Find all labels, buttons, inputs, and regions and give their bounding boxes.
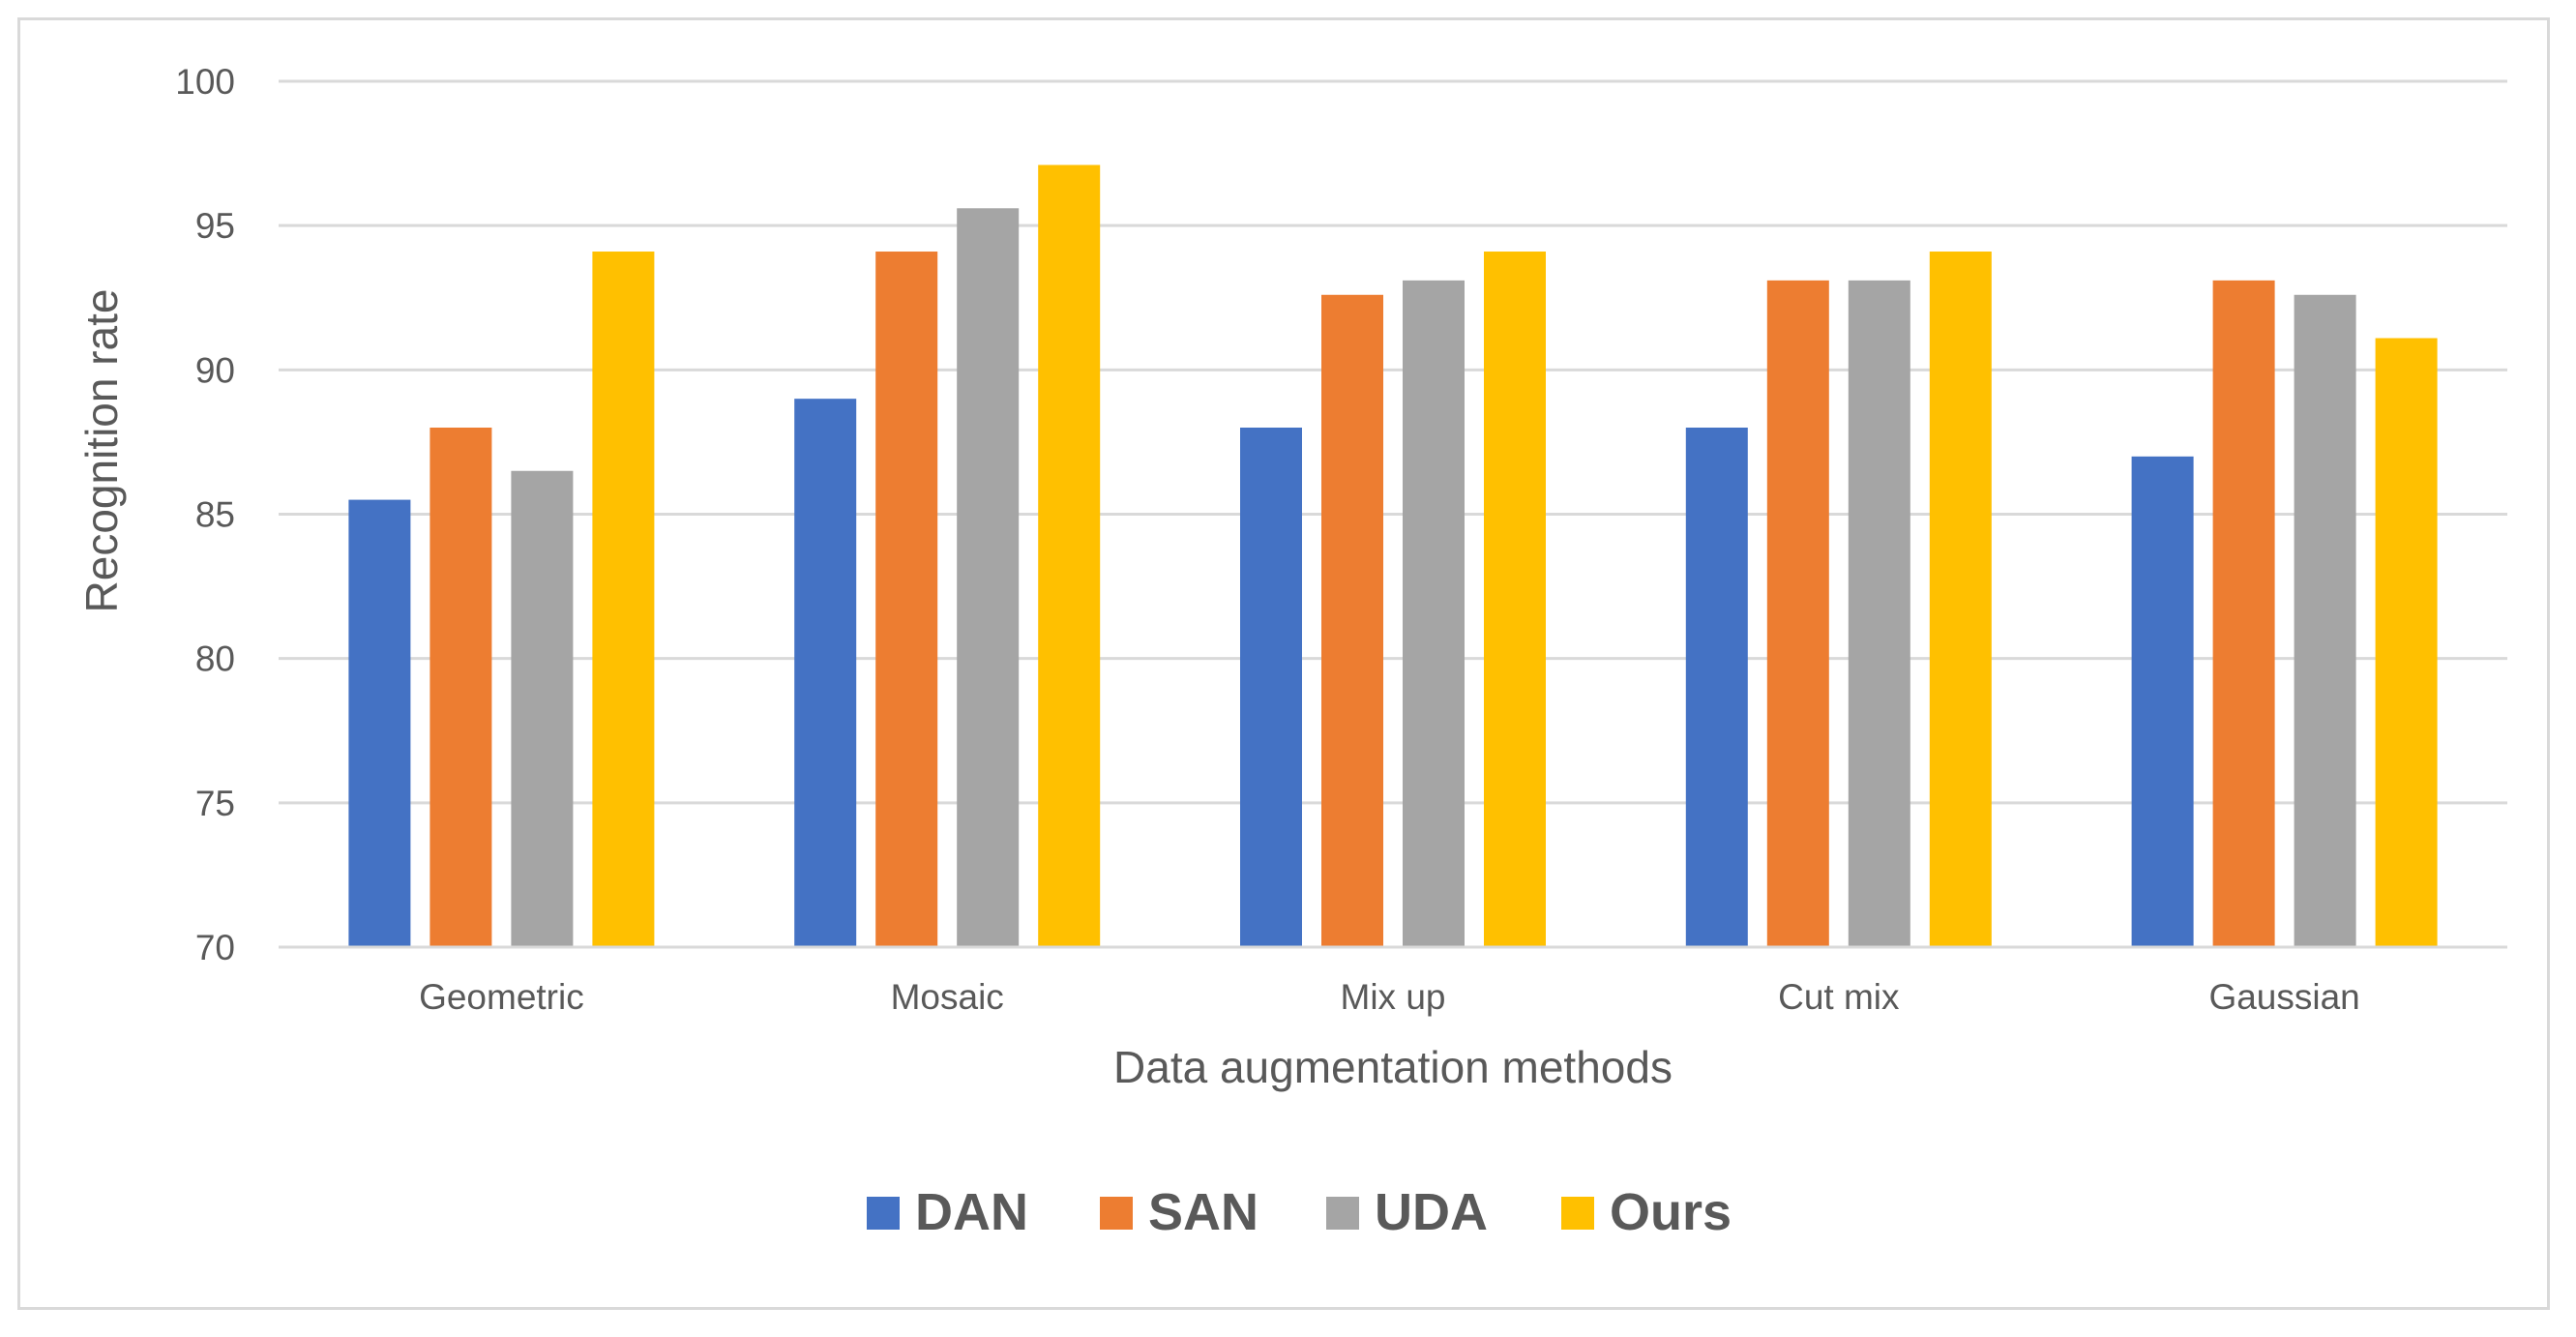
bar-dan-mix-up bbox=[1240, 428, 1302, 947]
legend-swatch-uda bbox=[1326, 1197, 1359, 1230]
bar-chart: 70 75 80 85 90 95 100 Geometric Mosaic Mix up Cut … bbox=[76, 62, 2507, 1241]
legend-swatch-dan bbox=[867, 1197, 900, 1230]
legend-label-san: SAN bbox=[1148, 1183, 1258, 1241]
bar-uda-cut-mix bbox=[1848, 280, 1910, 948]
bar-dan-gaussian bbox=[2131, 456, 2194, 947]
bar-san-mosaic bbox=[875, 252, 938, 947]
bar-ours-gaussian bbox=[2375, 338, 2438, 947]
legend: DAN SAN UDA Ours bbox=[867, 1183, 1732, 1241]
bar-dan-geometric bbox=[348, 499, 411, 947]
legend-swatch-ours bbox=[1561, 1197, 1594, 1230]
bar-uda-mix-up bbox=[1403, 280, 1465, 948]
legend-label-ours: Ours bbox=[1610, 1183, 1732, 1241]
y-tick-label: 75 bbox=[195, 784, 235, 823]
y-axis-title: Recognition rate bbox=[76, 289, 127, 613]
bar-san-gaussian bbox=[2212, 280, 2275, 948]
axes: 70 75 80 85 90 95 100 Geometric Mosaic Mix up Cut … bbox=[175, 62, 2507, 1017]
chart-frame: 70 75 80 85 90 95 100 Geometric Mosaic Mix up Cut … bbox=[17, 17, 2550, 1310]
y-tick-label: 70 bbox=[195, 928, 235, 967]
bar-uda-geometric bbox=[511, 470, 574, 947]
x-tick-label: Mix up bbox=[1341, 977, 1446, 1017]
bar-dan-cut-mix bbox=[1685, 428, 1748, 947]
legend-label-uda: UDA bbox=[1375, 1183, 1488, 1241]
legend-swatch-san bbox=[1100, 1197, 1133, 1230]
y-tick-label: 90 bbox=[195, 350, 235, 390]
bar-san-mix-up bbox=[1321, 294, 1383, 947]
x-tick-label: Geometric bbox=[419, 977, 584, 1017]
y-tick-label: 85 bbox=[195, 495, 235, 535]
bar-uda-gaussian bbox=[2294, 294, 2356, 947]
legend-label-dan: DAN bbox=[915, 1183, 1028, 1241]
y-tick-label: 80 bbox=[195, 639, 235, 679]
x-tick-label: Gaussian bbox=[2208, 977, 2359, 1017]
x-tick-label: Cut mix bbox=[1778, 977, 1900, 1017]
bar-uda-mosaic bbox=[957, 208, 1020, 947]
bar-ours-cut-mix bbox=[1929, 252, 1992, 947]
bars bbox=[348, 164, 2438, 948]
bar-ours-geometric bbox=[592, 252, 655, 947]
bar-san-cut-mix bbox=[1766, 280, 1829, 948]
x-tick-label: Mosaic bbox=[891, 977, 1004, 1017]
bar-ours-mix-up bbox=[1484, 252, 1546, 947]
x-axis-title: Data augmentation methods bbox=[1113, 1042, 1673, 1092]
bar-dan-mosaic bbox=[794, 399, 857, 948]
bar-ours-mosaic bbox=[1038, 164, 1101, 947]
y-tick-label: 100 bbox=[175, 62, 235, 102]
bar-san-geometric bbox=[429, 428, 492, 947]
y-tick-label: 95 bbox=[195, 206, 235, 246]
